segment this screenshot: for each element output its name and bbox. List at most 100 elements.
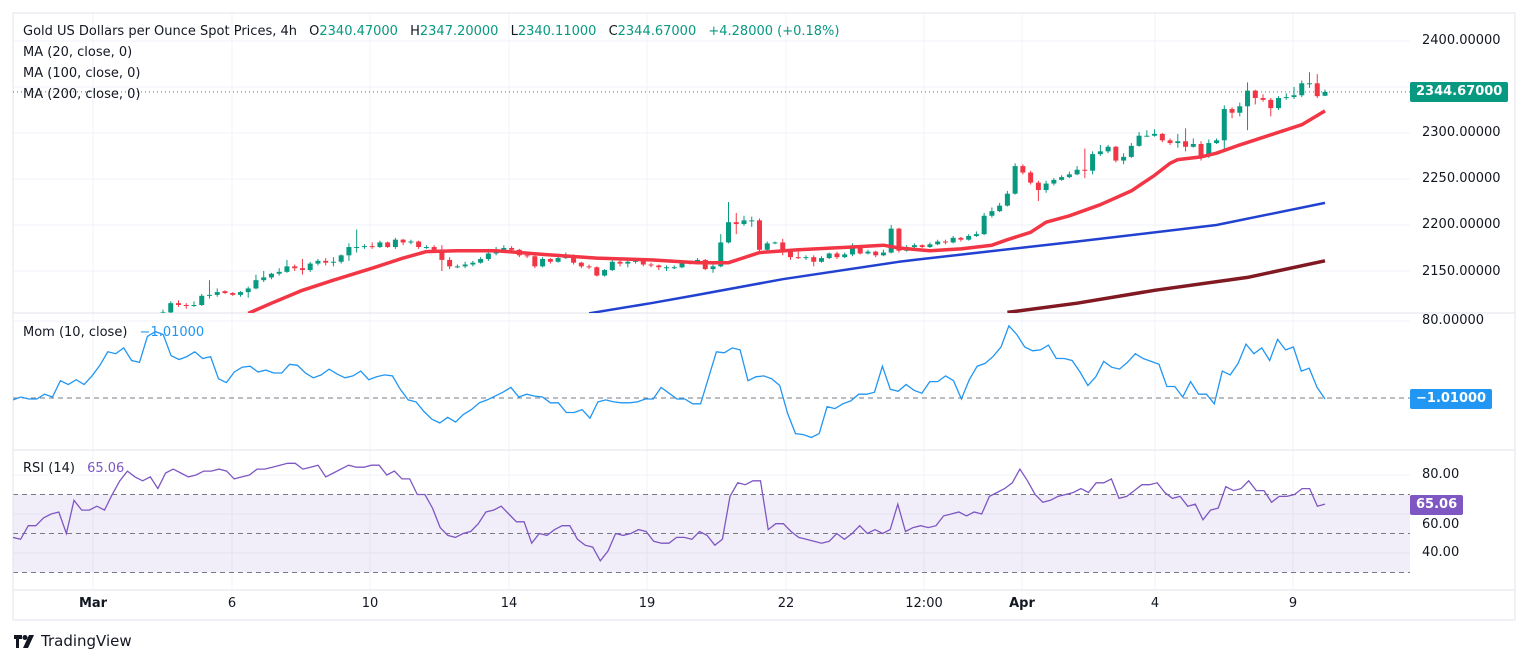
candle: [842, 252, 848, 259]
candle: [408, 239, 414, 245]
candle-body: [726, 222, 732, 243]
candle: [671, 265, 677, 270]
tradingview-logo-icon: [14, 634, 34, 648]
candle-body: [191, 304, 197, 306]
candle: [1183, 128, 1189, 152]
candle: [268, 272, 274, 280]
candle: [617, 259, 623, 267]
candle-body: [1043, 183, 1049, 191]
ma20-line: [247, 109, 1326, 313]
candle-body: [509, 247, 515, 250]
candle-body: [648, 264, 654, 266]
candle-body: [1082, 169, 1088, 171]
candle-body: [640, 260, 646, 265]
rsi-tick: 40.00: [1422, 545, 1460, 560]
candle: [958, 236, 964, 242]
candle-body: [656, 265, 662, 268]
candle-body: [1012, 166, 1018, 194]
candle-body: [408, 241, 414, 243]
candle: [1229, 107, 1235, 119]
candle-body: [958, 237, 964, 240]
candle-body: [361, 246, 367, 248]
candle-body: [609, 261, 615, 271]
candle-body: [857, 247, 863, 254]
candle: [439, 245, 445, 271]
candle-body: [1190, 144, 1196, 147]
ma200-line: [1007, 259, 1326, 313]
candle-body: [989, 211, 995, 216]
candle-body: [710, 266, 716, 270]
candle-body: [1314, 83, 1320, 97]
candle: [1113, 145, 1119, 163]
candle: [206, 280, 212, 299]
candle-body: [292, 266, 298, 269]
candle-body: [307, 263, 313, 271]
candle-body: [1136, 135, 1142, 146]
candle-body: [997, 205, 1003, 212]
candle-body: [787, 251, 793, 258]
candle-body: [842, 254, 848, 258]
candle: [1097, 144, 1103, 156]
candle: [966, 234, 972, 241]
candle: [183, 303, 189, 309]
candle: [1291, 86, 1297, 99]
candle-body: [1004, 193, 1010, 206]
candle: [772, 241, 778, 245]
candle: [470, 260, 476, 267]
candles: [160, 72, 1328, 313]
candle-body: [547, 258, 553, 262]
candle-body: [1252, 90, 1258, 99]
ma200-legend[interactable]: MA (200, close, 0): [23, 87, 141, 102]
candle-body: [571, 256, 577, 263]
candle-body: [1198, 144, 1204, 156]
candle: [911, 243, 917, 248]
rsi-legend[interactable]: RSI (14) 65.06: [23, 459, 124, 479]
candle-body: [1206, 143, 1212, 156]
candle: [323, 258, 329, 266]
candle-body: [780, 242, 786, 252]
candle-body: [919, 245, 925, 248]
candle-body: [1066, 174, 1072, 178]
candle-body: [927, 244, 933, 248]
candle: [307, 261, 313, 272]
candle-body: [183, 304, 189, 306]
candle-body: [803, 257, 809, 259]
candle: [1105, 144, 1111, 154]
candle-body: [935, 241, 941, 245]
candle: [1214, 138, 1220, 145]
candle: [1152, 129, 1158, 137]
candle-body: [617, 261, 623, 264]
candle-body: [447, 259, 453, 267]
candle: [756, 218, 762, 255]
candle-body: [1229, 109, 1235, 113]
candle-body: [323, 260, 329, 263]
candle: [989, 207, 995, 218]
candle-body: [1152, 133, 1158, 136]
candle: [1051, 178, 1057, 186]
price-tick: 2400.00000: [1422, 33, 1501, 48]
ma20-legend[interactable]: MA (20, close, 0): [23, 45, 133, 60]
mom-legend[interactable]: Mom (10, close) −1.01000: [23, 323, 204, 343]
candle: [609, 259, 615, 271]
tradingview-logo[interactable]: TradingView: [14, 632, 132, 650]
mom-current-tag: −1.01000: [1410, 389, 1493, 409]
candle: [997, 202, 1003, 213]
candle: [625, 259, 631, 268]
candle-body: [237, 292, 243, 295]
candle-body: [222, 291, 228, 294]
candle-body: [346, 247, 352, 256]
candle-body: [439, 249, 445, 260]
ma100-line: [588, 201, 1326, 313]
candle-body: [416, 241, 422, 248]
low-label: L: [510, 24, 518, 39]
candle: [764, 241, 770, 251]
candle-body: [478, 258, 484, 263]
ma100-legend[interactable]: MA (100, close, 0): [23, 66, 141, 81]
candle: [547, 258, 553, 264]
candle: [284, 259, 290, 273]
candle: [454, 264, 460, 269]
candle: [1268, 98, 1274, 117]
candle: [888, 224, 894, 254]
candle-body: [377, 242, 383, 248]
